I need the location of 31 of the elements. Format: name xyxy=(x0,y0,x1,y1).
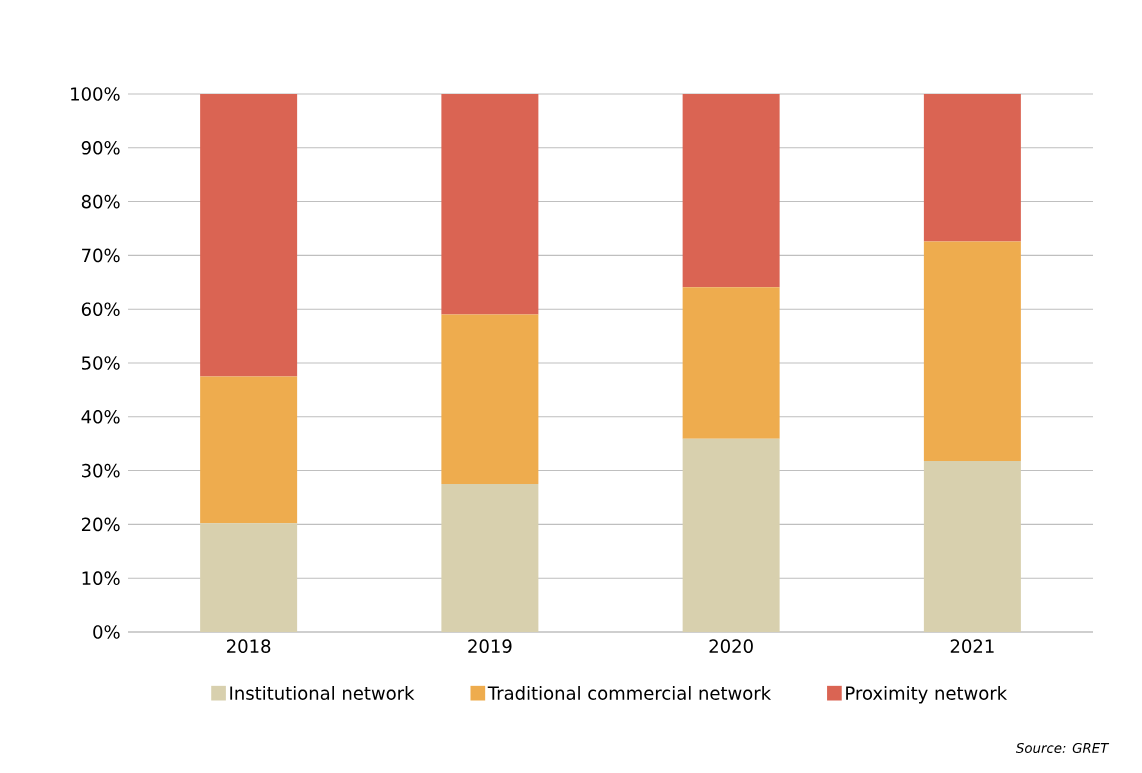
y-tick-label: 20% xyxy=(81,517,120,532)
legend-label: Proximity network xyxy=(846,686,1008,704)
bar xyxy=(682,438,780,632)
x-tick-label: 2020 xyxy=(709,639,753,653)
bar xyxy=(682,93,780,288)
bar xyxy=(923,241,1021,461)
y-tick-label: 10% xyxy=(82,571,120,585)
source-note: Source: GRET xyxy=(1015,742,1110,754)
x-tick-label: 2021 xyxy=(950,639,994,653)
y-tick-label: 50% xyxy=(82,356,120,370)
bar xyxy=(923,93,1021,242)
y-tick-label: 40% xyxy=(81,409,120,424)
y-tick-label: 70% xyxy=(82,248,120,263)
bar xyxy=(923,460,1021,632)
y-tick-label: 100% xyxy=(71,87,120,101)
y-tick-label: 90% xyxy=(81,140,120,155)
x-tick-label: 2018 xyxy=(227,639,271,653)
bar xyxy=(200,93,298,377)
bar xyxy=(441,314,539,485)
y-tick-label: 60% xyxy=(81,302,120,316)
bar xyxy=(200,376,298,524)
y-tick-label: 30% xyxy=(82,463,120,478)
bar xyxy=(441,93,539,315)
bar xyxy=(682,287,780,439)
legend-label: Institutional network xyxy=(230,686,415,700)
y-tick-label: 80% xyxy=(81,194,120,209)
y-tick-label: 0% xyxy=(93,625,120,639)
bar xyxy=(441,484,539,632)
bar xyxy=(200,523,298,632)
x-tick-label: 2019 xyxy=(468,639,512,653)
legend-label: Traditional commercial network xyxy=(487,686,772,700)
